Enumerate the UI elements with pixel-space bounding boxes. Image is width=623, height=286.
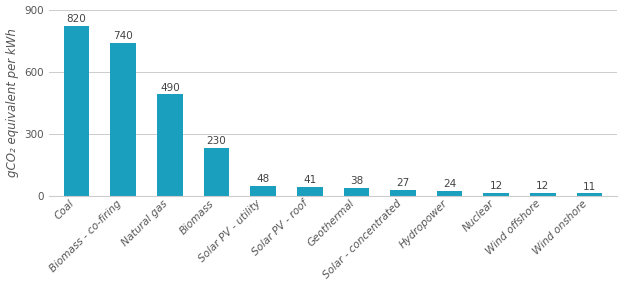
Text: 11: 11 bbox=[583, 182, 596, 192]
Bar bbox=[483, 193, 509, 196]
Bar bbox=[110, 43, 136, 196]
Text: 740: 740 bbox=[113, 31, 133, 41]
Text: 41: 41 bbox=[303, 175, 316, 185]
Bar bbox=[157, 94, 183, 196]
Bar bbox=[530, 193, 556, 196]
Bar bbox=[204, 148, 229, 196]
Y-axis label: gCO₂ equivalent per kWh: gCO₂ equivalent per kWh bbox=[6, 28, 19, 177]
Bar bbox=[64, 26, 89, 196]
Text: 27: 27 bbox=[396, 178, 409, 188]
Bar bbox=[437, 190, 462, 196]
Bar bbox=[577, 193, 602, 196]
Bar bbox=[250, 186, 276, 196]
Text: 230: 230 bbox=[207, 136, 226, 146]
Text: 490: 490 bbox=[160, 83, 179, 93]
Bar bbox=[297, 187, 323, 196]
Bar bbox=[343, 188, 369, 196]
Text: 12: 12 bbox=[490, 181, 503, 191]
Bar bbox=[390, 190, 416, 196]
Text: 820: 820 bbox=[67, 14, 87, 24]
Text: 38: 38 bbox=[350, 176, 363, 186]
Text: 24: 24 bbox=[443, 179, 456, 189]
Text: 12: 12 bbox=[536, 181, 549, 191]
Text: 48: 48 bbox=[257, 174, 270, 184]
